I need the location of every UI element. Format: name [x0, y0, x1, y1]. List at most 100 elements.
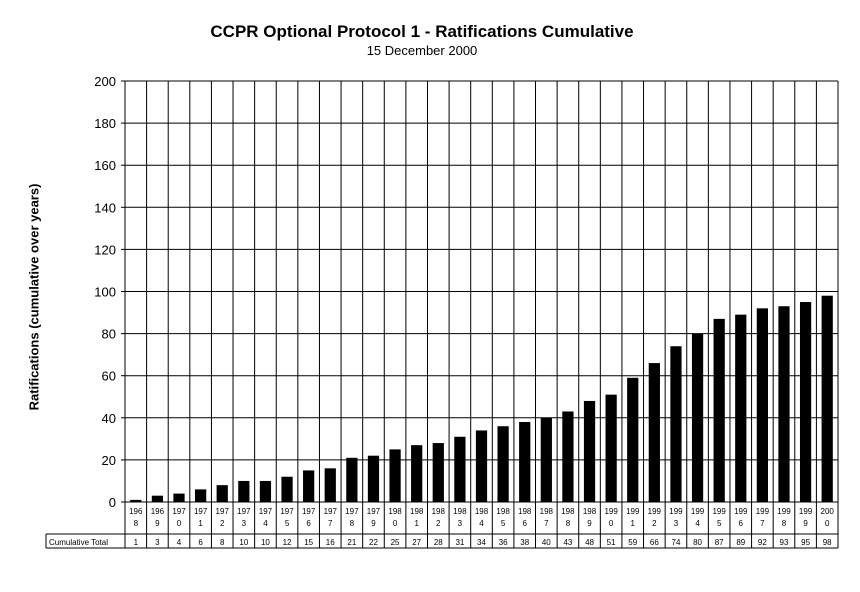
bar: [454, 436, 466, 502]
y-tick-label: 120: [94, 242, 116, 257]
x-tick-label: 199: [756, 507, 770, 516]
x-tick-label: 3: [242, 519, 247, 528]
bar: [562, 411, 574, 502]
bar: [691, 333, 704, 502]
x-tick-label: 198: [410, 507, 424, 516]
bar: [303, 470, 315, 502]
bar: [173, 493, 185, 502]
table-value: 4: [177, 538, 182, 547]
x-tick-label: 2: [652, 519, 657, 528]
x-tick-label: 0: [393, 519, 398, 528]
x-tick-label: 197: [367, 507, 381, 516]
x-tick-label: 0: [609, 519, 614, 528]
x-tick-label: 3: [674, 519, 679, 528]
x-tick-label: 198: [518, 507, 532, 516]
x-tick-label: 196: [129, 507, 143, 516]
bar: [367, 455, 380, 502]
bar: [324, 468, 336, 502]
bar: [756, 308, 768, 502]
x-tick-label: 197: [302, 507, 316, 516]
x-tick-label: 197: [237, 507, 251, 516]
bar: [605, 394, 617, 502]
chart-title: CCPR Optional Protocol 1 - Ratifications…: [210, 22, 634, 41]
table-value: 66: [650, 538, 659, 547]
x-tick-label: 200: [821, 507, 835, 516]
table-row-label: Cumulative Total: [49, 538, 108, 547]
x-tick-label: 199: [669, 507, 683, 516]
bar: [216, 485, 228, 502]
x-tick-label: 197: [280, 507, 294, 516]
x-tick-label: 198: [540, 507, 554, 516]
bar: [130, 499, 142, 502]
x-tick-label: 199: [648, 507, 662, 516]
table-value: 15: [304, 538, 313, 547]
x-tick-label: 1: [414, 519, 419, 528]
bar: [799, 302, 812, 502]
bar: [238, 480, 250, 502]
x-tick-label: 199: [691, 507, 705, 516]
x-tick-label: 6: [522, 519, 527, 528]
bar: [648, 363, 660, 502]
x-tick-label: 5: [501, 519, 506, 528]
x-tick-label: 198: [496, 507, 510, 516]
x-tick-label: 199: [712, 507, 726, 516]
x-tick-label: 1: [631, 519, 636, 528]
bar: [821, 295, 833, 502]
table-value: 98: [823, 538, 832, 547]
x-tick-label: 9: [803, 519, 808, 528]
bar: [497, 426, 509, 502]
table-value: 92: [758, 538, 767, 547]
table-value: 93: [780, 538, 789, 547]
bar: [627, 377, 639, 502]
x-tick-label: 197: [259, 507, 273, 516]
table-value: 43: [563, 538, 572, 547]
table-value: 16: [326, 538, 335, 547]
x-tick-label: 7: [544, 519, 549, 528]
table-value: 34: [477, 538, 486, 547]
x-tick-label: 4: [695, 519, 700, 528]
bar: [519, 422, 531, 502]
bar: [346, 457, 358, 502]
y-tick-label: 60: [102, 369, 116, 384]
x-tick-label: 8: [350, 519, 355, 528]
x-tick-label: 8: [782, 519, 787, 528]
x-tick-label: 197: [172, 507, 186, 516]
bar: [281, 476, 293, 502]
bar: [735, 314, 747, 502]
table-value: 40: [542, 538, 551, 547]
table-value: 3: [155, 538, 160, 547]
table-value: 21: [347, 538, 356, 547]
table-value: 28: [434, 538, 443, 547]
y-tick-label: 100: [94, 285, 116, 300]
y-tick-label: 20: [102, 453, 116, 468]
x-tick-label: 198: [561, 507, 575, 516]
table-value: 74: [672, 538, 681, 547]
bar: [411, 445, 423, 502]
x-tick-label: 198: [583, 507, 597, 516]
y-tick-label: 40: [102, 411, 116, 426]
bar: [583, 400, 596, 502]
y-tick-label: 140: [94, 200, 116, 215]
bar: [432, 443, 444, 502]
table-value: 27: [412, 538, 421, 547]
table-value: 48: [585, 538, 594, 547]
table-value: 10: [261, 538, 270, 547]
table-value: 22: [369, 538, 378, 547]
x-tick-label: 199: [777, 507, 791, 516]
y-tick-label: 180: [94, 116, 116, 131]
bar: [195, 489, 207, 502]
x-tick-label: 8: [134, 519, 139, 528]
x-tick-label: 7: [760, 519, 765, 528]
bar: [259, 480, 272, 502]
bar: [540, 417, 552, 502]
table-value: 36: [499, 538, 508, 547]
x-tick-label: 0: [825, 519, 830, 528]
x-tick-label: 5: [285, 519, 290, 528]
y-tick-label: 80: [102, 327, 116, 342]
y-tick-label: 160: [94, 158, 116, 173]
bar: [475, 430, 488, 502]
x-tick-label: 9: [155, 519, 160, 528]
bar: [670, 346, 682, 502]
x-tick-label: 197: [216, 507, 230, 516]
x-tick-label: 7: [328, 519, 333, 528]
